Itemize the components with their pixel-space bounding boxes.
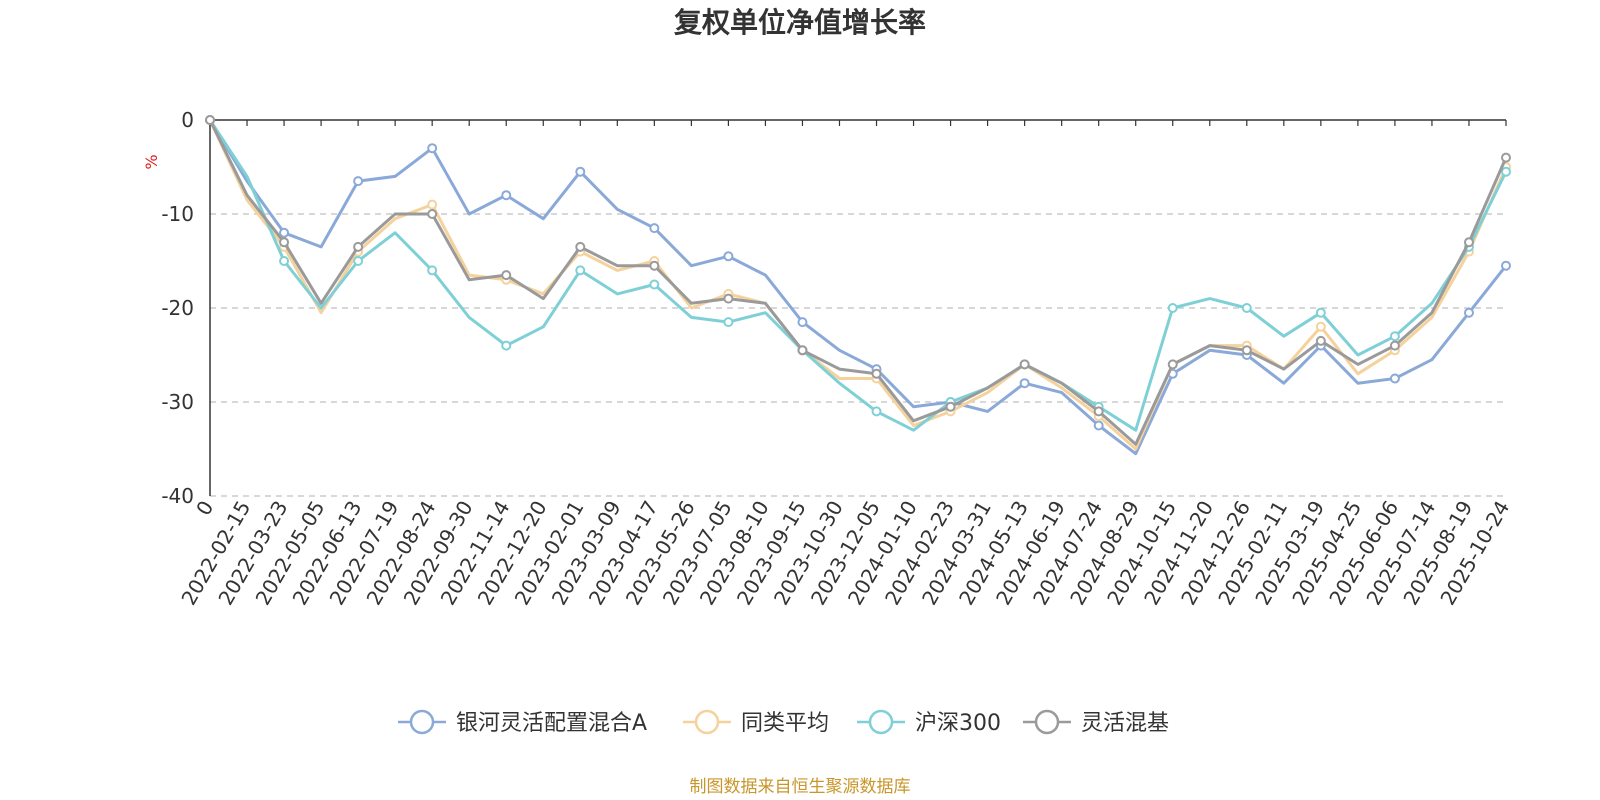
y-tick-label: -10 [161, 202, 194, 226]
data-point [427, 199, 438, 210]
data-point [205, 115, 215, 125]
legend-label: 同类平均 [741, 711, 829, 736]
data-point [1463, 237, 1474, 248]
legend-item[interactable]: 沪深300 [857, 709, 1001, 736]
data-point [279, 256, 290, 266]
data-point [797, 317, 808, 328]
data-point [279, 237, 290, 248]
data-point [353, 176, 364, 187]
data-point [427, 209, 438, 219]
series-line-2 [208, 119, 1508, 451]
data-point [723, 293, 734, 304]
data-point [649, 223, 660, 234]
data-point [353, 241, 364, 252]
data-point [575, 241, 586, 252]
chart-title: 复权单位净值增长率 [674, 6, 926, 39]
legend-marker-icon [868, 709, 894, 735]
x-axis: 02022-02-152022-03-232022-05-052022-06-1… [176, 119, 1514, 609]
data-point [427, 143, 438, 154]
x-tick-label: 0 [191, 497, 218, 520]
data-point [1019, 378, 1030, 389]
data-point [427, 265, 438, 276]
data-point [1389, 340, 1400, 351]
data-point [1093, 406, 1104, 417]
y-tick-label: -30 [161, 390, 194, 414]
data-point [1315, 307, 1326, 318]
series-line-1 [208, 119, 1508, 456]
legend-marker-icon [409, 709, 435, 735]
y-tick-label: 0 [181, 108, 194, 132]
data-point [871, 368, 882, 379]
data-point [1501, 166, 1511, 177]
data-point [1389, 373, 1400, 384]
data-point [649, 279, 660, 290]
data-point [723, 251, 734, 262]
data-point [501, 270, 512, 281]
data-point [1389, 331, 1400, 342]
data-point [279, 227, 290, 238]
legend-label: 灵活混基 [1081, 711, 1169, 736]
data-point [501, 190, 512, 201]
series-line-3 [208, 119, 1508, 432]
data-point [1241, 303, 1252, 313]
y-axis: 0 -10 -20 -30 -40 [161, 108, 211, 508]
data-point [1241, 345, 1252, 356]
data-point [723, 317, 734, 328]
data-point [797, 345, 808, 356]
data-point [575, 166, 586, 177]
y-axis-unit: % [142, 154, 161, 169]
data-source-note: 制图数据来自恒生聚源数据库 [690, 777, 911, 797]
data-point [1167, 359, 1178, 370]
series-group [205, 115, 1511, 456]
grid-lines [210, 213, 1506, 497]
y-tick-label: -40 [161, 484, 194, 508]
data-point [575, 265, 586, 276]
legend-marker-icon [1034, 709, 1060, 735]
data-point [1167, 303, 1178, 313]
data-point [1093, 420, 1104, 431]
legend: 银河灵活配置混合A 同类平均 沪深300 灵活混基 [398, 709, 1169, 736]
data-point [871, 406, 882, 417]
data-point [945, 401, 956, 412]
legend-label: 沪深300 [915, 711, 1001, 736]
legend-item[interactable]: 同类平均 [683, 709, 829, 736]
data-point [1501, 260, 1511, 271]
series-line-4 [208, 119, 1508, 446]
legend-item[interactable]: 银河灵活配置混合A [398, 709, 647, 736]
data-point [1463, 307, 1474, 318]
data-point [1315, 321, 1326, 332]
data-point [353, 256, 364, 266]
y-tick-label: -20 [161, 296, 194, 320]
data-point [1019, 359, 1030, 370]
data-point [1315, 335, 1326, 346]
data-point [1501, 152, 1511, 163]
legend-item[interactable]: 灵活混基 [1023, 709, 1169, 736]
data-point [501, 340, 512, 351]
legend-marker-icon [694, 709, 720, 735]
data-point [649, 260, 660, 271]
legend-label: 银河灵活配置混合A [456, 711, 647, 736]
